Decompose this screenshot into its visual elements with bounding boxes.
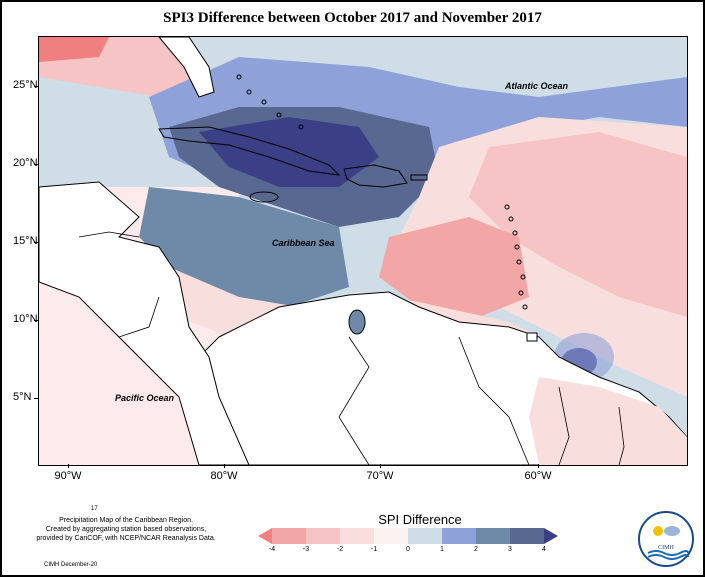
- lat-label-25: 25°N: [13, 79, 38, 91]
- map-caption: Precipitation Map of the Caribbean Regio…: [26, 516, 226, 543]
- cimh-logo: CIMH: [638, 511, 694, 567]
- logo-text: CIMH: [658, 545, 674, 551]
- caption-line: provided by CariCOF, with NCEP/NCAR Rean…: [36, 535, 216, 542]
- caption-credit: CIMH December-20: [44, 562, 98, 568]
- legend-swatch: [272, 528, 306, 544]
- jamaica-outline: [249, 191, 279, 203]
- spi-zone: [379, 217, 529, 317]
- lat-tick: [34, 242, 38, 243]
- spi-zone: [39, 37, 109, 62]
- spi-map: [38, 36, 688, 466]
- pacific-ocean-label: Pacific Ocean: [115, 393, 175, 403]
- legend-colorbar: [258, 528, 558, 544]
- puerto-rico-outline: [410, 174, 428, 181]
- central-america-land: [39, 181, 250, 465]
- cuba-outline: [158, 126, 341, 176]
- lat-tick: [34, 398, 38, 399]
- atlantic-ocean-label: Atlantic Ocean: [505, 81, 569, 91]
- legend-swatch: [340, 528, 374, 544]
- legend-arrow-left: [258, 528, 272, 544]
- legend-swatch: [442, 528, 476, 544]
- sun-icon: [653, 526, 663, 536]
- spi-map-canvas: [39, 37, 687, 465]
- lesser-antilles: [504, 204, 528, 310]
- country-borders: [78, 231, 625, 465]
- caption-line: Precipitation Map of the Caribbean Regio…: [59, 517, 193, 524]
- lon-label-90: 90°W: [54, 470, 82, 482]
- lat-tick: [34, 320, 38, 321]
- legend-label: 1: [440, 546, 444, 553]
- legend-label: 0: [406, 546, 410, 553]
- florida-land: [158, 37, 215, 98]
- caption-number: 17: [91, 506, 98, 512]
- trinidad-outline: [526, 332, 538, 342]
- lat-label-20: 20°N: [13, 157, 38, 169]
- legend-label: 3: [508, 546, 512, 553]
- legend-swatch: [306, 528, 340, 544]
- caption-line: Created by aggregating station based obs…: [45, 526, 207, 533]
- lat-label-10: 10°N: [13, 313, 38, 325]
- lon-tick: [68, 464, 69, 468]
- legend-swatch: [374, 528, 408, 544]
- lon-label-70: 70°W: [366, 470, 394, 482]
- caribbean-sea-label: Caribbean Sea: [272, 238, 335, 248]
- legend-swatch: [510, 528, 544, 544]
- wave-icon: [647, 550, 689, 556]
- legend-label: 4: [542, 546, 546, 553]
- lon-label-80: 80°W: [210, 470, 238, 482]
- legend-label: 2: [474, 546, 478, 553]
- cimh-logo-icon: [647, 526, 689, 560]
- legend-swatch: [476, 528, 510, 544]
- legend-swatch: [408, 528, 442, 544]
- spi-zone: [529, 377, 687, 465]
- legend-label: -2: [336, 546, 344, 553]
- legend-label: -1: [370, 546, 378, 553]
- legend-arrow-right: [544, 528, 558, 544]
- lat-tick: [34, 164, 38, 165]
- hispaniola-outline: [343, 164, 408, 188]
- map-title: SPI3 Difference between October 2017 and…: [163, 10, 542, 26]
- bahamas: [236, 74, 304, 130]
- legend-label: -3: [302, 546, 310, 553]
- lat-label-5: 5°N: [13, 391, 32, 403]
- lon-tick: [224, 464, 225, 468]
- lat-label-15: 15°N: [13, 235, 38, 247]
- lon-tick: [538, 464, 539, 468]
- lon-label-60: 60°W: [524, 470, 552, 482]
- spi-zone: [469, 132, 687, 317]
- cloud-icon: [664, 526, 680, 536]
- lake-maracaibo: [348, 309, 366, 335]
- lat-tick: [34, 86, 38, 87]
- legend-label: -4: [268, 546, 276, 553]
- legend-title: SPI Difference: [378, 512, 462, 527]
- wave-icon: [647, 554, 689, 560]
- lon-tick: [380, 464, 381, 468]
